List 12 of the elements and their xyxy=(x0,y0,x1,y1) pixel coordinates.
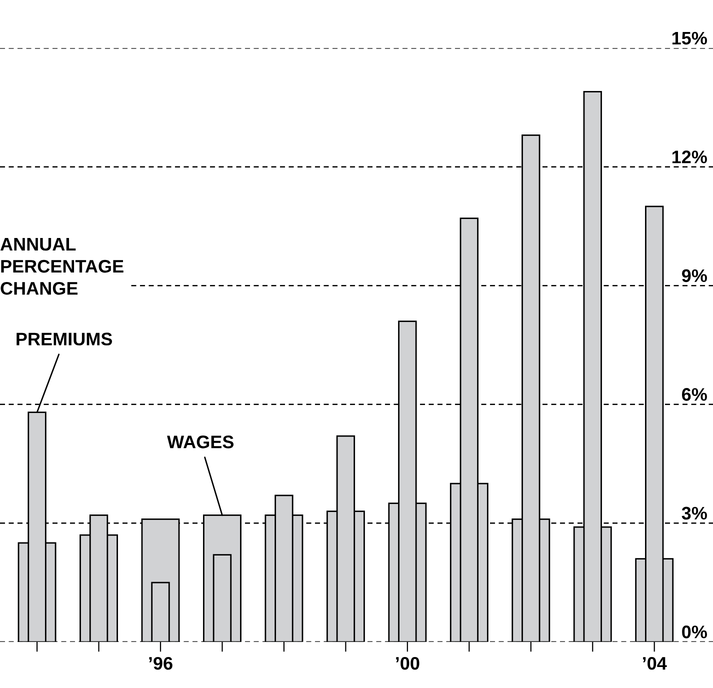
x-tick-label: ’04 xyxy=(643,656,667,670)
y-tick-label: 15% xyxy=(672,32,707,45)
y-tick-label: 6% xyxy=(682,388,707,401)
x-tick-label: ’00 xyxy=(396,656,420,670)
y-tick-label: 12% xyxy=(672,150,707,164)
text: PREMIUMS xyxy=(16,332,112,346)
y-tick-label: 3% xyxy=(682,506,707,520)
text: WAGES xyxy=(167,436,234,448)
x-tick-label: ’96 xyxy=(149,656,172,670)
y-axis-title: ANNUAL PERCENTAGE CHANGE xyxy=(0,238,124,295)
y-tick-label: 9% xyxy=(682,269,707,282)
y-tick-label: 0% xyxy=(682,626,707,638)
